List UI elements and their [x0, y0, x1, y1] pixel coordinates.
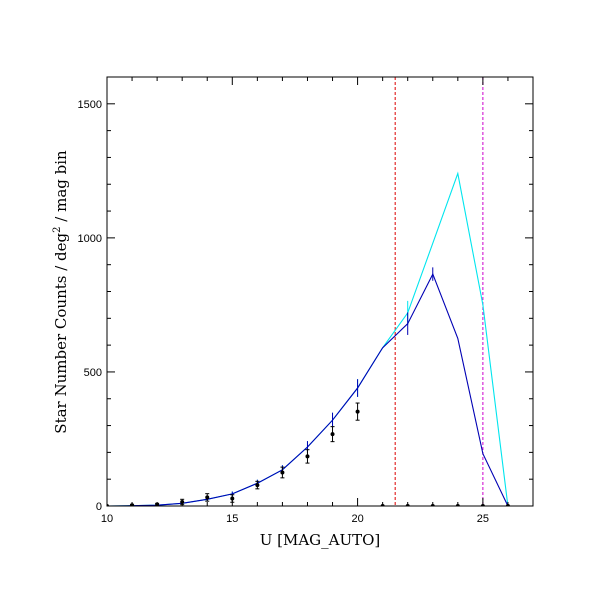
data-point: [330, 432, 335, 437]
data-point: [280, 470, 285, 475]
y-axis-title-main: Star Number Counts / deg: [52, 232, 70, 433]
y-tick-label: 0: [96, 501, 102, 513]
x-tick-label: 15: [226, 513, 238, 525]
y-axis-title-tail: / mag bin: [52, 150, 70, 227]
x-tick-label: 10: [101, 513, 113, 525]
series-2-line: [107, 272, 509, 506]
y-tick-label: 1500: [78, 99, 102, 111]
y-tick-label: 1000: [78, 233, 102, 245]
plot-area: [107, 77, 510, 506]
data-point: [355, 409, 360, 414]
series-2: [107, 267, 509, 506]
series-3: [107, 402, 510, 506]
data-point: [180, 499, 185, 504]
y-axis-title-superscript: 2: [52, 226, 63, 232]
x-axis-title: U [MAG_AUTO]: [260, 531, 381, 549]
x-tick-label: 20: [351, 513, 363, 525]
y-tick-label: 500: [84, 367, 102, 379]
x-tick-label: 25: [477, 513, 489, 525]
data-point: [205, 495, 210, 500]
y-axis-title: Star Number Counts / deg2 / mag bin: [52, 150, 70, 434]
data-point: [305, 454, 310, 459]
plot-frame: [106, 76, 534, 507]
data-point: [255, 483, 260, 488]
